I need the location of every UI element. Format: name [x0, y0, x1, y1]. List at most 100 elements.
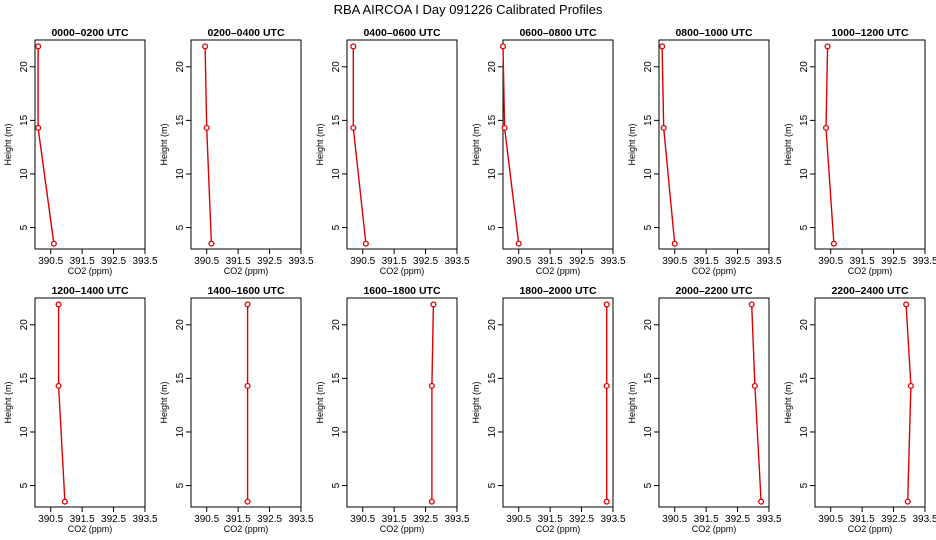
profile-point — [208, 240, 215, 247]
y-tick-label: 15 — [331, 372, 342, 384]
plot-frame — [814, 39, 926, 250]
x-axis-label: CO2 (ppm) — [224, 524, 269, 534]
profile-panel: 0600–0800 UTC 390.5 391.5 392.5 393.5 CO2 (pp… — [471, 27, 626, 276]
plot-frame — [658, 39, 770, 250]
x-tick-label: 390.5 — [38, 256, 63, 267]
profile-line — [431, 304, 435, 502]
x-tick-label: 390.5 — [506, 514, 531, 525]
y-tick-label: 10 — [799, 168, 810, 180]
x-tick-label: 393.5 — [132, 514, 157, 525]
x-axis-label: CO2 (ppm) — [68, 524, 113, 534]
panel-title: 0000–0200 UTC — [51, 27, 128, 39]
y-tick-label: 15 — [643, 372, 654, 384]
plot-frame — [34, 39, 146, 250]
x-tick-label: 392.5 — [725, 514, 750, 525]
profile-point — [244, 382, 251, 389]
y-tick-label: 5 — [799, 224, 810, 230]
x-tick-label: 393.5 — [444, 514, 469, 525]
x-axis-label: CO2 (ppm) — [692, 524, 737, 534]
x-tick-label: 390.5 — [818, 256, 843, 267]
profile-point — [904, 498, 911, 505]
plot-frame — [346, 297, 458, 508]
x-tick-label: 390.5 — [194, 256, 219, 267]
y-tick-label: 5 — [643, 224, 654, 230]
y-axis-label: Height (m) — [627, 123, 637, 165]
y-tick-label: 20 — [175, 61, 186, 73]
y-tick-label: 10 — [19, 426, 30, 438]
x-tick-label: 392.5 — [101, 256, 126, 267]
x-tick-label: 390.5 — [662, 256, 687, 267]
plot-frame — [34, 297, 146, 508]
x-tick-label: 393.5 — [288, 514, 313, 525]
x-tick-label: 391.5 — [226, 514, 251, 525]
profile-line — [825, 46, 835, 244]
profile-point — [907, 382, 914, 389]
y-tick-label: 5 — [487, 224, 498, 230]
x-tick-label: 390.5 — [350, 514, 375, 525]
profile-panel: 2000–2200 UTC 390.5 391.5 392.5 393.5 CO2 (pp… — [627, 285, 782, 534]
profile-line — [352, 46, 367, 244]
y-tick-label: 10 — [643, 168, 654, 180]
x-tick-label: 391.5 — [694, 256, 719, 267]
profile-point — [824, 43, 831, 50]
x-tick-label: 391.5 — [850, 256, 875, 267]
y-axis-label: Height (m) — [471, 381, 481, 423]
y-tick-label: 15 — [643, 114, 654, 126]
y-axis-label: Height (m) — [159, 381, 169, 423]
panel-title: 1600–1800 UTC — [363, 285, 440, 297]
profile-point — [659, 43, 666, 50]
y-tick-label: 10 — [331, 426, 342, 438]
x-tick-label: 393.5 — [756, 256, 781, 267]
plot-frame — [346, 39, 458, 250]
x-tick-label: 391.5 — [226, 256, 251, 267]
x-axis-label: CO2 (ppm) — [380, 524, 425, 534]
y-tick-label: 10 — [487, 168, 498, 180]
profile-line — [37, 46, 55, 244]
profile-point — [830, 240, 837, 247]
y-tick-label: 20 — [331, 61, 342, 73]
plot-frame — [190, 297, 302, 508]
x-tick-label: 391.5 — [694, 514, 719, 525]
x-tick-label: 391.5 — [850, 514, 875, 525]
x-tick-label: 391.5 — [70, 256, 95, 267]
profile-point — [50, 240, 57, 247]
x-axis-label: CO2 (ppm) — [536, 266, 581, 276]
x-tick-label: 393.5 — [288, 256, 313, 267]
y-tick-label: 20 — [487, 319, 498, 331]
profile-line — [661, 46, 676, 244]
profile-line — [204, 46, 213, 244]
profile-point — [660, 124, 667, 131]
profile-point — [55, 301, 62, 308]
panel-title: 0200–0400 UTC — [207, 27, 284, 39]
figure-title: RBA AIRCOA I Day 091226 Calibrated Profi… — [334, 2, 603, 17]
profile-point — [499, 43, 507, 50]
y-tick-label: 15 — [487, 372, 498, 384]
profile-panel: 2200–2400 UTC 390.5 391.5 392.5 393.5 CO2 (pp… — [783, 285, 936, 534]
x-tick-label: 390.5 — [350, 256, 375, 267]
profile-point — [430, 301, 437, 308]
profile-panel: 0000–0200 UTC 390.5 391.5 392.5 393.5 CO2 (pp… — [3, 27, 158, 276]
y-axis-label: Height (m) — [3, 123, 13, 165]
profile-point — [428, 498, 435, 505]
y-tick-label: 10 — [643, 426, 654, 438]
profile-panel: 1600–1800 UTC 390.5 391.5 392.5 393.5 CO2 (pp… — [315, 285, 470, 534]
profile-panel: 0200–0400 UTC 390.5 391.5 392.5 393.5 CO2 (pp… — [159, 27, 314, 276]
plot-frame — [658, 297, 770, 508]
x-tick-label: 393.5 — [600, 256, 625, 267]
x-tick-label: 391.5 — [538, 514, 563, 525]
y-tick-label: 15 — [799, 114, 810, 126]
plot-frame — [814, 297, 926, 508]
x-tick-label: 393.5 — [132, 256, 157, 267]
x-tick-label: 391.5 — [382, 514, 407, 525]
y-tick-label: 10 — [487, 426, 498, 438]
y-tick-label: 20 — [487, 61, 498, 73]
profile-point — [244, 301, 251, 308]
profile-line — [57, 304, 66, 502]
y-tick-label: 5 — [799, 482, 810, 488]
profile-panel: 0400–0600 UTC 390.5 391.5 392.5 393.5 CO2 (pp… — [315, 27, 470, 276]
profile-panel: 0800–1000 UTC 390.5 391.5 392.5 393.5 CO2 (pp… — [627, 27, 782, 276]
profile-point — [202, 43, 209, 50]
profile-point — [350, 124, 357, 131]
y-tick-label: 5 — [331, 482, 342, 488]
